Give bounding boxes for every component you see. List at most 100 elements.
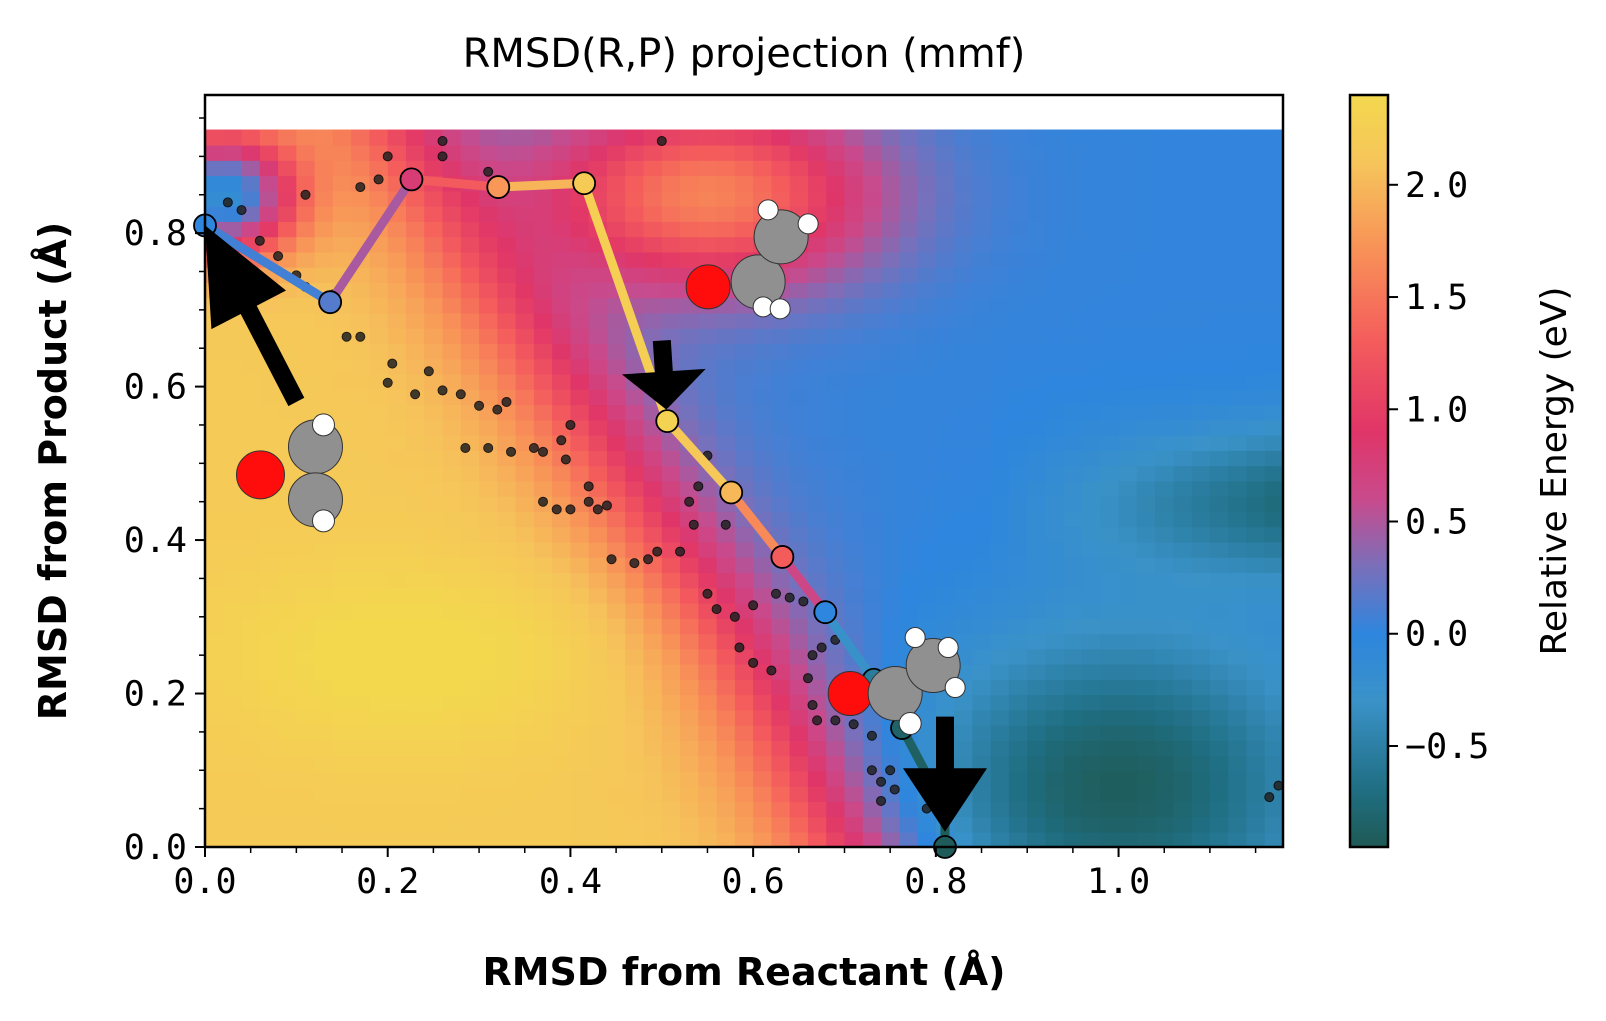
surface-cell (278, 694, 298, 711)
surface-cell (643, 236, 663, 253)
surface-cell (990, 480, 1010, 497)
surface-cell (1118, 618, 1138, 635)
surface-cell (533, 785, 553, 803)
surface-cell (826, 770, 846, 787)
surface-cell (278, 709, 298, 726)
surface-cell (405, 480, 426, 497)
surface-cell (314, 740, 334, 757)
surface-cell (1136, 618, 1156, 635)
surface-cell (351, 450, 371, 467)
surface-cell (588, 434, 608, 451)
surface-cell (935, 602, 955, 619)
surface-cell (753, 740, 773, 757)
surface-cell (1082, 694, 1102, 711)
atom-oxygen (685, 264, 731, 310)
surface-cell (1155, 801, 1175, 818)
surface-cell (899, 358, 919, 375)
surface-cell (1136, 801, 1156, 818)
surface-cell (497, 572, 517, 589)
surface-cell (1228, 587, 1248, 604)
surface-cell (771, 648, 791, 665)
surface-cell (460, 633, 480, 650)
surface-cell (716, 144, 736, 161)
surface-cell (1155, 266, 1175, 283)
surface-cell (1136, 450, 1156, 467)
surface-cell (588, 709, 608, 726)
surface-cell (881, 816, 901, 833)
surface-cell (753, 831, 773, 847)
surface-cell (1118, 740, 1138, 757)
surface-cell (442, 816, 462, 833)
surface-cell (1118, 297, 1138, 314)
surface-cell (1063, 633, 1083, 650)
surface-cell (1082, 572, 1102, 589)
surface-cell (1264, 541, 1283, 558)
scatter-point (1273, 780, 1284, 791)
surface-cell (1008, 648, 1029, 665)
surface-cell (972, 511, 992, 528)
surface-cell (552, 694, 572, 711)
surface-cell (223, 679, 243, 696)
surface-cell (661, 282, 681, 299)
surface-cell (862, 556, 882, 574)
surface-cell (570, 572, 590, 589)
surface-cell (369, 724, 389, 741)
surface-cell (369, 312, 389, 329)
surface-cell (789, 618, 809, 635)
surface-cell (972, 801, 992, 818)
surface-cell (1082, 740, 1102, 757)
surface-cell (1209, 343, 1229, 360)
surface-cell (606, 694, 627, 711)
surface-cell (625, 785, 645, 803)
surface-cell (351, 419, 371, 436)
colorbar-tick-label: 2.0 (1405, 166, 1468, 206)
surface-cell (1063, 144, 1083, 161)
surface-cell (643, 801, 663, 818)
surface-cell (515, 373, 535, 390)
surface-cell (844, 495, 864, 512)
surface-cell (789, 419, 809, 436)
surface-cell (1118, 358, 1138, 375)
surface-cell (1136, 480, 1156, 497)
surface-cell (1173, 129, 1193, 146)
surface-cell (844, 419, 864, 436)
surface-cell (314, 312, 334, 329)
surface-cell (625, 633, 645, 650)
surface-cell (716, 221, 736, 238)
surface-cell (205, 465, 225, 482)
surface-cell (552, 389, 572, 406)
surface-cell (1118, 663, 1138, 680)
surface-cell (972, 282, 992, 299)
surface-cell (1191, 618, 1211, 635)
surface-cell (680, 404, 700, 421)
surface-cell (533, 587, 553, 604)
surface-cell (771, 419, 791, 436)
surface-cell (625, 404, 645, 421)
surface-cell (862, 801, 882, 818)
scatter-point (355, 182, 366, 193)
surface-cell (479, 312, 499, 329)
surface-cell (1155, 679, 1175, 696)
surface-cell (1063, 816, 1083, 833)
colorbar-ticks: −0.50.00.51.01.52.0 (1388, 166, 1489, 767)
surface-cell (405, 648, 426, 665)
surface-cell (205, 694, 225, 711)
surface-cell (1228, 343, 1248, 360)
surface-cell (387, 740, 407, 757)
surface-cell (223, 770, 243, 787)
surface-cell (1008, 602, 1029, 619)
surface-cell (442, 343, 462, 360)
surface-cell (1027, 587, 1047, 604)
surface-cell (881, 221, 901, 238)
surface-cell (570, 266, 590, 283)
surface-cell (533, 755, 553, 772)
surface-cell (734, 343, 754, 360)
surface-cell (862, 511, 882, 528)
surface-cell (789, 648, 809, 665)
scatter-point (702, 588, 713, 599)
surface-cell (515, 541, 535, 558)
surface-cell (1008, 373, 1029, 390)
direction-arrow (205, 225, 305, 407)
scatter-point (848, 719, 859, 730)
surface-cell (1027, 465, 1047, 482)
